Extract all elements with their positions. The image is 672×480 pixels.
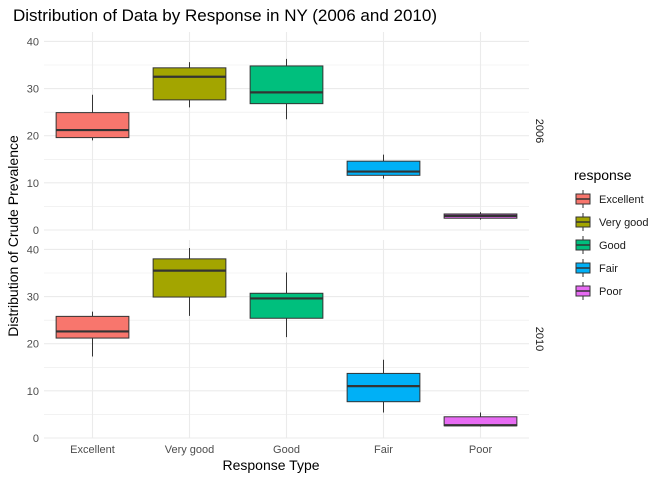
box-iqr <box>249 292 324 319</box>
box-iqr <box>346 372 421 403</box>
y-tick-label: 0 <box>33 433 39 445</box>
facet-strip-label: 2010 <box>533 327 545 351</box>
y-tick-label: 0 <box>33 225 39 237</box>
chart-title: Distribution of Data by Response in NY (… <box>13 6 437 25</box>
facet-panel-2010: 0 10 20 30 40 2010 <box>27 240 545 445</box>
box-very-good <box>152 248 227 316</box>
box-iqr <box>55 112 130 139</box>
box-poor <box>443 212 518 220</box>
legend-item-fair: Fair <box>575 259 618 277</box>
legend-label: Excellent <box>599 194 644 206</box>
box-iqr <box>152 258 227 298</box>
legend-item-very-good: Very good <box>575 213 649 231</box>
y-tick-label: 40 <box>27 244 39 256</box>
x-tick-label: Very good <box>165 444 215 456</box>
y-tick-label: 10 <box>27 178 39 190</box>
facet-panels: 0 10 20 30 40 2006 0 10 20 30 40 2010 <box>27 32 545 445</box>
x-axis-ticks: Excellent Very good Good Fair Poor <box>70 444 492 456</box>
box-fair <box>346 154 421 179</box>
box-iqr <box>152 67 227 101</box>
legend-label: Good <box>599 240 626 252</box>
box-iqr <box>346 160 421 176</box>
x-tick-label: Good <box>273 444 300 456</box>
legend-label: Very good <box>599 217 649 229</box>
x-axis-title: Response Type <box>222 457 319 473</box>
box-good <box>249 272 324 338</box>
box-poor <box>443 412 518 427</box>
legend-item-excellent: Excellent <box>575 190 644 208</box>
grid-lines <box>44 240 529 439</box>
facet-panel-2006: 0 10 20 30 40 2006 <box>27 32 545 237</box>
legend-title: response <box>574 167 632 183</box>
box-very-good <box>152 62 227 108</box>
box-iqr <box>55 315 130 339</box>
legend-label: Fair <box>599 263 618 275</box>
legend: response Excellent Very good Good Fair Poor <box>574 167 649 300</box>
y-tick-label: 30 <box>27 292 39 304</box>
box-fair <box>346 359 421 413</box>
x-tick-label: Fair <box>374 444 393 456</box>
x-tick-label: Poor <box>469 444 493 456</box>
y-tick-label: 10 <box>27 386 39 398</box>
y-axis-title: Distribution of Crude Prevalence <box>5 135 21 337</box>
box-excellent <box>55 94 130 141</box>
legend-item-good: Good <box>575 236 626 254</box>
legend-item-poor: Poor <box>575 282 623 300</box>
y-tick-label: 20 <box>27 131 39 143</box>
x-tick-label: Excellent <box>70 444 115 456</box>
y-tick-label: 20 <box>27 339 39 351</box>
facet-strip-label: 2006 <box>533 119 545 143</box>
y-tick-label: 30 <box>27 84 39 96</box>
box-good <box>249 58 324 120</box>
box-iqr <box>249 65 324 105</box>
box-excellent <box>55 311 130 357</box>
legend-label: Poor <box>599 286 623 298</box>
y-tick-label: 40 <box>27 36 39 48</box>
